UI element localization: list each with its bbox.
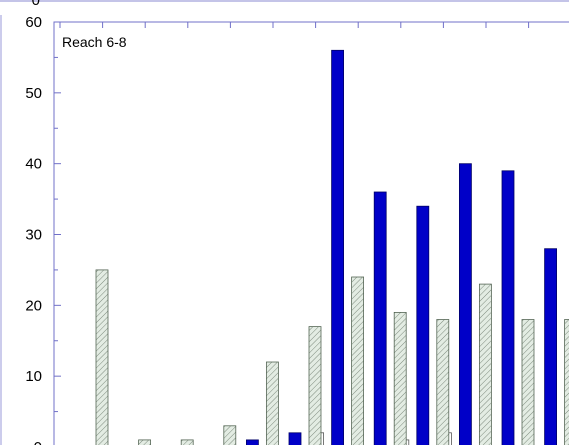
bar-solid-9 (458, 163, 472, 445)
bar-solid-4 (245, 439, 259, 445)
bar-solid-7 (373, 191, 387, 445)
bar-hatched-2 (180, 439, 194, 445)
bar-solid-10 (501, 170, 515, 445)
bars (95, 49, 569, 445)
plot-frame (53, 21, 569, 445)
bar-hatched-0 (95, 269, 109, 445)
bar-solid-6 (331, 49, 345, 445)
bar-solid-8 (416, 205, 430, 445)
y-tick-label: 60 (25, 14, 42, 31)
bar-hatched-9 (478, 283, 492, 445)
y-tick-label: 10 (25, 368, 42, 385)
bar-hatched-11 (564, 319, 569, 445)
bar-hatched-5 (308, 326, 322, 445)
y-tick-label: 30 (25, 227, 42, 244)
y-tick-label: 0 (34, 439, 42, 445)
y-axis: 0 10 20 30 40 50 60 (25, 14, 61, 445)
upper-panel-remnant: 0 (0, 0, 569, 9)
upper-panel-tick-label: 0 (32, 0, 40, 9)
y-tick-label: 40 (25, 156, 42, 173)
bar-hatched-7 (393, 311, 407, 445)
bar-hatched-10 (521, 319, 535, 445)
bar-solid-11 (544, 248, 557, 445)
bar-hatched-3 (223, 425, 237, 445)
bar-hatched-4 (265, 361, 279, 445)
bar-hatched-6 (351, 276, 365, 445)
y-tick-label: 50 (25, 85, 42, 102)
bar-hatched-8 (436, 319, 450, 445)
y-tick-label: 20 (25, 297, 42, 314)
bar-solid-5 (288, 432, 302, 445)
panel-label: Reach 6-8 (62, 34, 127, 50)
x-axis-ticks (59, 22, 530, 28)
bar-hatched-1 (138, 439, 152, 445)
